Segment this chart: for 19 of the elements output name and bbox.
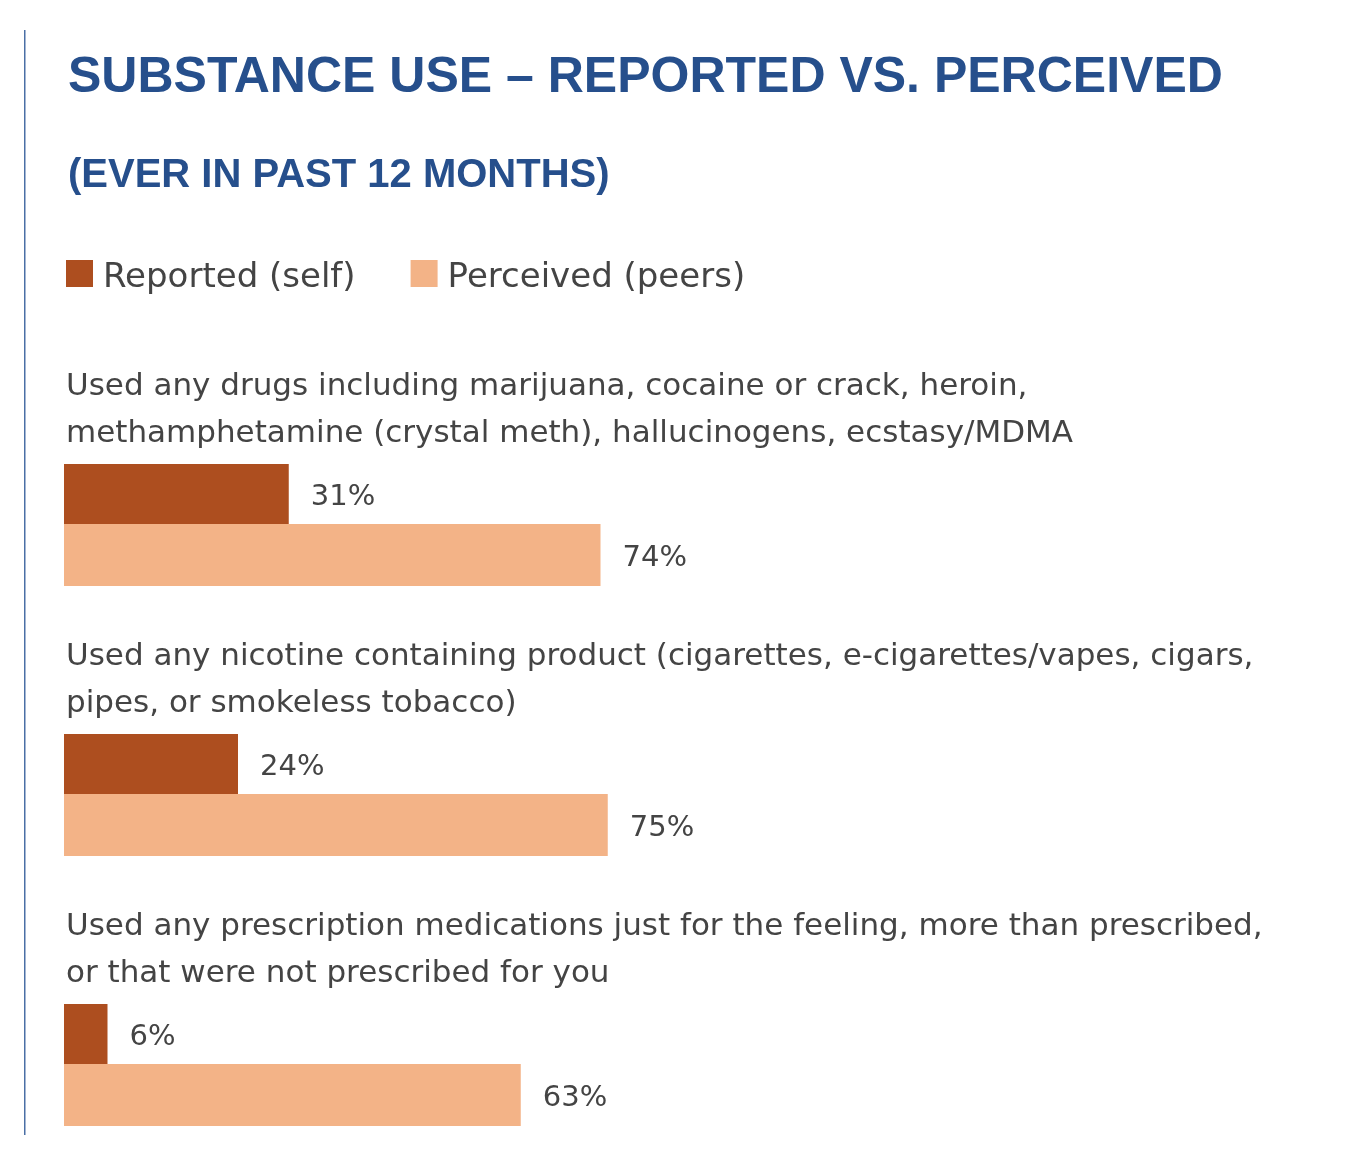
data-label: 24% — [260, 748, 325, 782]
legend-label: Perceived (peers) — [447, 255, 746, 295]
y-tick-label: Used any prescription medications just for the feeling, more than prescribed, or that were not prescribed for you — [66, 906, 1263, 989]
legend-label: Reported (self) — [103, 255, 356, 295]
data-label: 63% — [542, 1079, 608, 1113]
bar — [64, 1004, 108, 1064]
bar — [64, 464, 289, 524]
bar — [64, 524, 601, 586]
data-label: 74% — [622, 539, 687, 573]
y-tick-label: Used any drugs including marijuana, cocaine or crack, heroin, methamphetamine (crystal meth), hallucinogens, ecstasy/MDMA — [66, 366, 1074, 449]
chart-title: SUBSTANCE USE – REPORTED VS. PERCEIVED — [68, 47, 1223, 103]
data-label: 6% — [129, 1018, 176, 1052]
y-tick-label: Used any nicotine containing product (cigarettes, e-cigarettes/vapes, cigars, pipes, or smokeless tobacco) — [66, 636, 1254, 719]
bar — [64, 1064, 521, 1126]
data-label: 31% — [310, 478, 376, 512]
data-label: 75% — [629, 809, 695, 843]
bar — [64, 734, 238, 794]
bar — [64, 794, 608, 856]
chart-subtitle: (EVER IN PAST 12 MONTHS) — [68, 151, 610, 195]
